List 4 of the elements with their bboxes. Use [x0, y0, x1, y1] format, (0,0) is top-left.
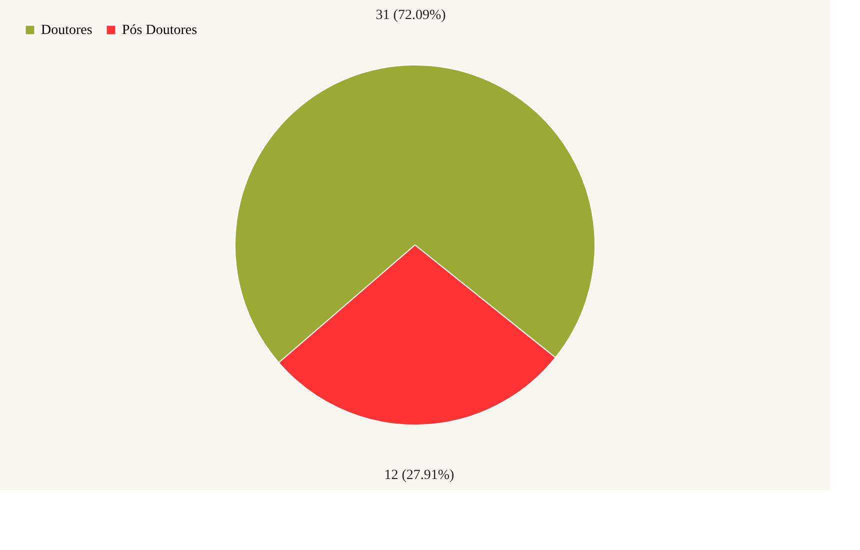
data-label: 12 (27.91%): [384, 468, 455, 483]
data-label: 31 (72.09%): [376, 8, 446, 24]
legend-label: Pós Doutores: [122, 23, 198, 38]
legend-label: Doutores: [41, 23, 92, 38]
